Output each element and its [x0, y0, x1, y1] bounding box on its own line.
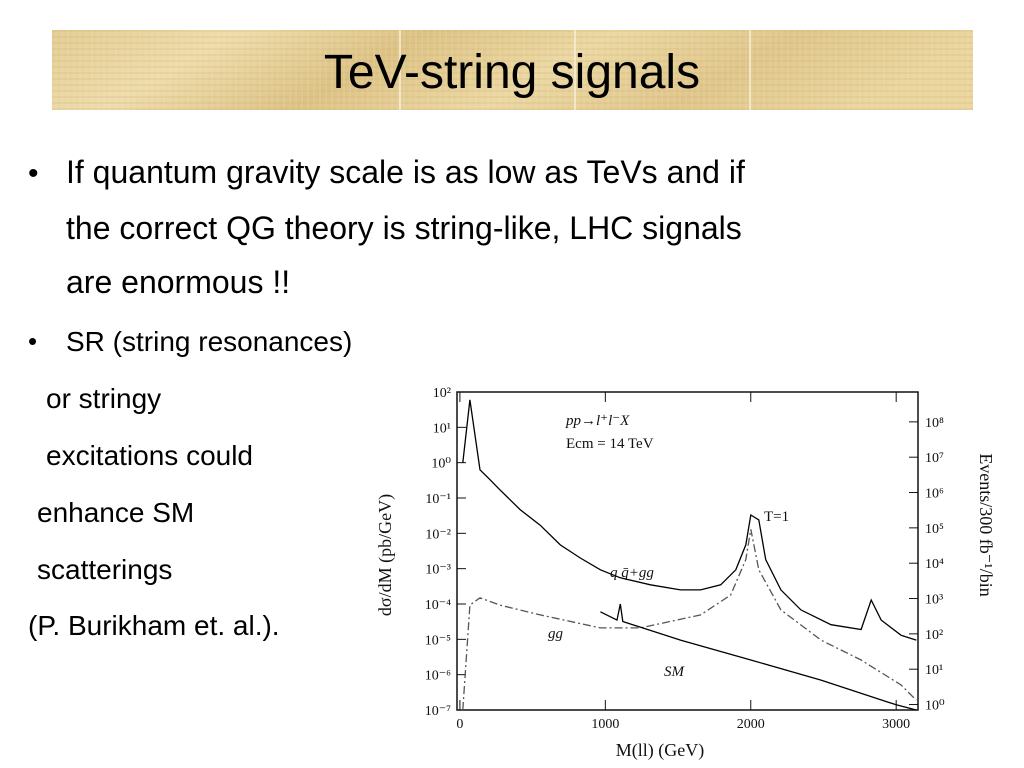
y-tick-label: 10⁻³	[425, 563, 451, 578]
x-tick-label: 1000	[591, 717, 619, 732]
y2-tick-label: 10⁸	[925, 416, 944, 431]
slide-title: TeV-string signals	[324, 46, 700, 99]
chart: 10⁻⁷ 10⁻⁶ 10⁻⁵ 10⁻⁴ 10⁻³ 10⁻² 10⁻¹ 10⁰ 10¹ 10² 10⁰…	[375, 386, 996, 761]
bullet-text: the correct QG theory is string-like, LH…	[66, 210, 742, 246]
y2-tick-label: 10⁴	[925, 557, 944, 572]
y-tick-label: 10²	[433, 386, 451, 401]
bullet-text: excitations could	[46, 440, 253, 471]
y2-tick-label: 10⁷	[925, 451, 944, 466]
y2-tick-label: 10²	[925, 628, 943, 643]
y-tick-label: 10⁻⁵	[425, 633, 451, 648]
y-tick-label: 10⁻¹	[425, 492, 451, 507]
series-line	[462, 529, 917, 711]
y2-tick-label: 10³	[925, 593, 943, 608]
plot-frame	[456, 391, 919, 711]
y-tick-label: 10⁻⁷	[425, 704, 451, 719]
bullet-text: (P. Burikham et. al.).	[28, 610, 280, 641]
bullet-text: enhance SM	[37, 497, 194, 528]
bullet-text: SR (string resonances)	[66, 326, 352, 357]
x-axis-label: M(ll) (GeV)	[616, 740, 704, 761]
x-tick-label: 2000	[737, 717, 765, 732]
bullet-text: or stringy	[46, 383, 161, 414]
title-banner	[52, 30, 973, 110]
y2-tick-label: 10⁰	[925, 699, 945, 714]
series-label: q q̄+gg	[610, 565, 654, 581]
bullet-marker: •	[28, 326, 37, 356]
y-tick-label: 10⁻²	[425, 527, 451, 542]
annotation: T=1	[764, 509, 789, 525]
y-axis-label: dσ/dM (pb/GeV)	[375, 494, 396, 616]
y2-tick-label: 10¹	[925, 663, 943, 678]
y2-tick-label: 10⁶	[925, 487, 944, 502]
y-tick-label: 10⁻⁴	[425, 598, 451, 613]
series-line	[600, 603, 917, 711]
bullet-text: are enormous !!	[66, 264, 290, 300]
annotation: pp→l⁺l⁻X	[565, 413, 630, 429]
annotation: Ecm = 14 TeV	[566, 436, 654, 452]
bullet-text: If quantum gravity scale is as low as Te…	[66, 154, 745, 190]
bullet-marker: •	[28, 157, 39, 190]
series-label: SM	[664, 664, 686, 680]
y-tick-label: 10¹	[433, 421, 451, 436]
y2-tick-label: 10⁵	[925, 522, 944, 537]
x-tick-label: 3000	[882, 717, 910, 732]
bullet-text: scatterings	[37, 554, 172, 585]
y2-axis-label: Events/300 fb⁻¹/bin	[976, 453, 996, 596]
series-label: gg	[548, 626, 564, 642]
y-tick-label: 10⁰	[431, 457, 451, 472]
x-tick-label: 0	[456, 717, 463, 732]
y-tick-label: 10⁻⁶	[425, 669, 451, 684]
series-line	[462, 399, 917, 641]
